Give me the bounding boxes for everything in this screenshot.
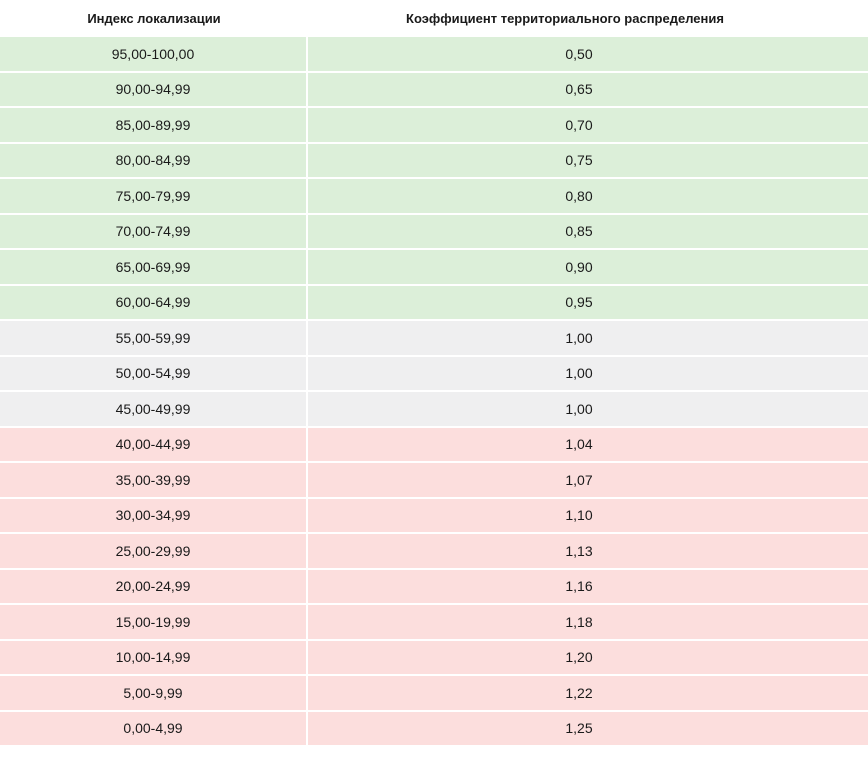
coefficient-cell: 0,95 [565, 294, 593, 311]
index-range-cell: 80,00-84,99 [0, 143, 308, 177]
table-row: 95,00-100,00 0,50 [0, 37, 868, 73]
table-row: 90,00-94,99 0,65 [0, 72, 868, 108]
coefficient-cell: 1,00 [565, 365, 593, 382]
index-range-cell: 10,00-14,99 [0, 640, 308, 674]
coefficient-cell: 1,10 [565, 507, 593, 524]
table-row: 25,00-29,99 1,13 [0, 534, 868, 570]
table-row: 80,00-84,99 0,75 [0, 143, 868, 179]
coefficient-cell: 1,18 [565, 613, 593, 630]
table-body: 95,00-100,00 0,50 90,00-94,99 0,65 85,00-89,… [0, 37, 868, 747]
coefficient-cell: 0,80 [565, 187, 593, 204]
index-range-cell: 40,00-44,99 [0, 427, 308, 461]
table-row: 65,00-69,99 0,90 [0, 250, 868, 286]
table-row: 50,00-54,99 1,00 [0, 356, 868, 392]
index-range-cell: 95,00-100,00 [0, 37, 308, 71]
index-range-cell: 90,00-94,99 [0, 72, 308, 106]
column-header-coefficient: Коэффициент территориального распределен… [406, 11, 724, 26]
index-range-cell: 65,00-69,99 [0, 250, 308, 284]
table-row: 45,00-49,99 1,00 [0, 392, 868, 428]
index-range-cell: 75,00-79,99 [0, 179, 308, 213]
table-row: 15,00-19,99 1,18 [0, 605, 868, 641]
table-row: 0,00-4,99 1,25 [0, 711, 868, 747]
table-row: 85,00-89,99 0,70 [0, 108, 868, 144]
table-row: 30,00-34,99 1,10 [0, 498, 868, 534]
index-range-cell: 45,00-49,99 [0, 392, 308, 426]
coefficient-cell: 0,90 [565, 258, 593, 275]
column-header-index: Индекс локализации [87, 11, 221, 26]
coefficient-cell: 0,50 [565, 45, 593, 62]
index-range-cell: 5,00-9,99 [0, 676, 308, 710]
coefficient-cell: 1,20 [565, 649, 593, 666]
coefficient-cell: 1,07 [565, 471, 593, 488]
index-range-cell: 20,00-24,99 [0, 569, 308, 603]
table-row: 75,00-79,99 0,80 [0, 179, 868, 215]
table-row: 70,00-74,99 0,85 [0, 214, 868, 250]
table-row: 60,00-64,99 0,95 [0, 285, 868, 321]
coefficient-cell: 0,70 [565, 116, 593, 133]
index-range-cell: 50,00-54,99 [0, 356, 308, 390]
index-range-cell: 70,00-74,99 [0, 214, 308, 248]
coefficient-cell: 1,16 [565, 578, 593, 595]
coefficient-cell: 0,65 [565, 81, 593, 98]
index-range-cell: 35,00-39,99 [0, 463, 308, 497]
coefficient-table: Индекс локализации Коэффициент территори… [0, 0, 868, 747]
coefficient-cell: 1,22 [565, 684, 593, 701]
index-range-cell: 60,00-64,99 [0, 285, 308, 319]
coefficient-cell: 1,13 [565, 542, 593, 559]
table-row: 35,00-39,99 1,07 [0, 463, 868, 499]
coefficient-cell: 1,00 [565, 400, 593, 417]
coefficient-cell: 1,04 [565, 436, 593, 453]
coefficient-cell: 1,25 [565, 720, 593, 737]
coefficient-cell: 1,00 [565, 329, 593, 346]
table-row: 5,00-9,99 1,22 [0, 676, 868, 712]
table-row: 55,00-59,99 1,00 [0, 321, 868, 357]
index-range-cell: 85,00-89,99 [0, 108, 308, 142]
table-row: 10,00-14,99 1,20 [0, 640, 868, 676]
coefficient-cell: 0,75 [565, 152, 593, 169]
index-range-cell: 25,00-29,99 [0, 534, 308, 568]
index-range-cell: 0,00-4,99 [0, 711, 308, 745]
table-row: 20,00-24,99 1,16 [0, 569, 868, 605]
index-range-cell: 55,00-59,99 [0, 321, 308, 355]
table-row: 40,00-44,99 1,04 [0, 427, 868, 463]
coefficient-cell: 0,85 [565, 223, 593, 240]
table-header: Индекс локализации Коэффициент территори… [0, 0, 868, 37]
index-range-cell: 30,00-34,99 [0, 498, 308, 532]
index-range-cell: 15,00-19,99 [0, 605, 308, 639]
